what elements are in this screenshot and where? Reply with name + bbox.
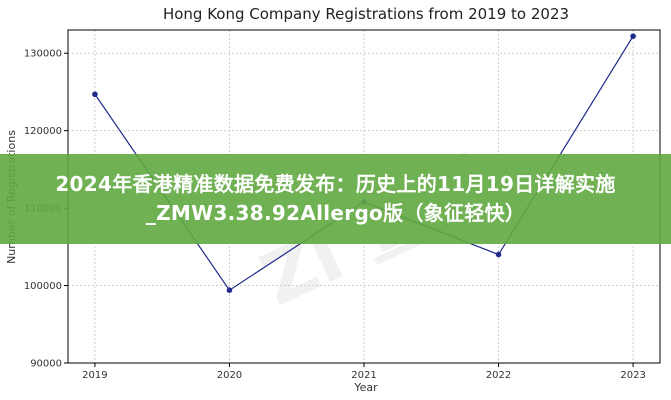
x-tick-label: 2019 [82, 370, 107, 381]
y-tick-label: 130000 [24, 49, 62, 60]
y-tick-label: 90000 [30, 359, 62, 370]
x-axis-label: Year [353, 381, 378, 394]
data-point [92, 91, 98, 98]
x-tick-label: 2021 [351, 370, 376, 381]
data-point [630, 33, 636, 39]
x-tick-label: 2020 [217, 370, 242, 381]
x-tick-label: 2023 [620, 370, 645, 381]
y-tick-label: 120000 [24, 126, 62, 137]
banner-text: 2024年香港精准数据免费发布：历史上的11月19日详解实施_ZMW3.38.9… [55, 172, 616, 225]
data-point [226, 287, 233, 294]
x-tick-label: 2022 [486, 370, 511, 381]
data-point [495, 251, 502, 258]
y-tick-label: 100000 [24, 281, 62, 292]
overlay-banner: 2024年香港精准数据免费发布：历史上的11月19日详解实施_ZMW3.38.9… [0, 154, 671, 244]
chart-title: Hong Kong Company Registrations from 201… [163, 5, 569, 23]
